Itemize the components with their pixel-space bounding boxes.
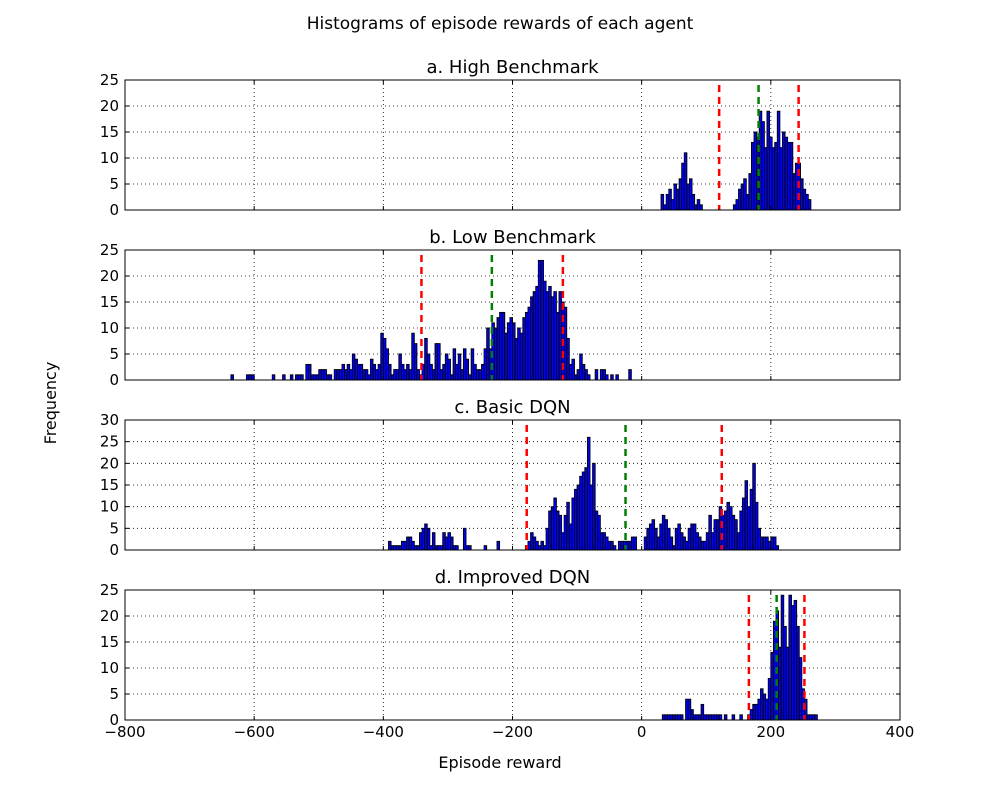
y-tick-label: 10 <box>100 659 119 677</box>
y-tick-label: 0 <box>109 201 119 219</box>
x-tick-label: −800 <box>104 723 145 741</box>
histogram-bar <box>610 374 614 381</box>
histogram-bar <box>271 374 276 381</box>
y-tick-label: 0 <box>109 541 119 559</box>
x-tick-label: 0 <box>637 723 647 741</box>
y-tick-label: 20 <box>100 454 119 472</box>
y-tick-label: 10 <box>100 149 119 167</box>
x-tick-label: −400 <box>363 723 404 741</box>
histogram-bar <box>628 369 632 381</box>
histogram-bar <box>483 545 488 551</box>
histogram-bar <box>814 714 818 721</box>
y-tick-label: 5 <box>109 175 119 193</box>
subplot-title: c. Basic DQN <box>454 397 570 418</box>
x-tick-label: 200 <box>757 723 786 741</box>
y-tick-label: 15 <box>100 633 119 651</box>
histogram-bar <box>612 545 617 551</box>
histogram-bar <box>328 374 333 381</box>
histogram-bar <box>739 714 743 721</box>
figure-title: Histograms of episode rewards of each ag… <box>307 14 694 34</box>
histogram-bar <box>594 369 599 381</box>
y-tick-label: 5 <box>109 345 119 363</box>
x-tick-label: −200 <box>492 723 533 741</box>
y-tick-label: 15 <box>100 293 119 311</box>
histogram-bar <box>731 714 736 721</box>
y-tick-label: 20 <box>100 97 119 115</box>
subplot-title: a. High Benchmark <box>426 57 599 78</box>
histogram-bar <box>282 374 286 381</box>
histogram-bar <box>699 204 703 211</box>
x-axis-label: Episode reward <box>438 753 561 772</box>
y-tick-label: 0 <box>109 711 119 729</box>
histogram-bar <box>723 714 728 721</box>
histogram-bar <box>679 714 684 721</box>
y-tick-label: 5 <box>109 519 119 537</box>
y-tick-label: 25 <box>100 433 119 451</box>
subplot-title: b. Low Benchmark <box>429 227 596 248</box>
y-tick-label: 20 <box>100 607 119 625</box>
y-tick-label: 10 <box>100 498 119 516</box>
y-tick-label: 5 <box>109 685 119 703</box>
y-tick-label: 10 <box>100 319 119 337</box>
x-tick-label: 400 <box>886 723 915 741</box>
histogram-bar <box>468 545 472 551</box>
y-tick-label: 25 <box>100 71 119 89</box>
y-tick-label: 15 <box>100 476 119 494</box>
y-tick-label: 25 <box>100 241 119 259</box>
subplot-1: b. Low Benchmark 0 5 10 15 20 25 <box>100 227 901 389</box>
histogram-bar <box>718 714 723 721</box>
x-tick-label: −600 <box>234 723 275 741</box>
histogram-bar <box>605 374 609 381</box>
histogram-bar <box>807 199 812 211</box>
histogram-bar <box>300 374 304 381</box>
subplot-2: c. Basic DQN 0 5 10 15 20 25 30 <box>100 397 901 559</box>
y-tick-label: 30 <box>100 411 119 429</box>
histogram-bar <box>230 374 234 381</box>
histogram-bar <box>455 545 459 551</box>
y-axis-label: Frequency <box>41 362 60 445</box>
y-tick-label: 20 <box>100 267 119 285</box>
histogram-bar <box>586 374 591 381</box>
subplot-0: a. High Benchmark 0 5 10 15 20 25 <box>100 57 901 219</box>
subplot-title: d. Improved DQN <box>435 567 591 588</box>
histogram-bar <box>289 374 294 381</box>
histogram-bar <box>775 545 780 551</box>
histogram-bar <box>615 374 619 381</box>
subplot-3: d. Improved DQN 0 5 10 15 20 25 −800 −600 −400 −20… <box>100 567 914 741</box>
histogram-bar <box>496 540 501 551</box>
y-tick-label: 15 <box>100 123 119 141</box>
y-tick-label: 0 <box>109 371 119 389</box>
histogram-bar <box>633 536 637 551</box>
y-tick-label: 25 <box>100 581 119 599</box>
